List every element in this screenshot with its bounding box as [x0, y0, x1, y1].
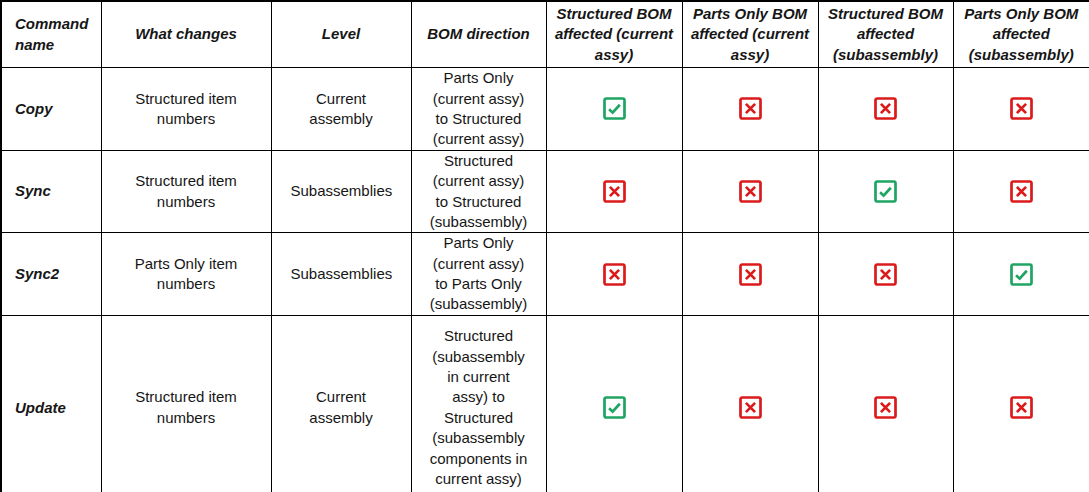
status-structured-subassembly [818, 68, 953, 151]
crossed-box-icon [602, 262, 627, 287]
checked-box-icon [602, 395, 627, 420]
bom-direction: Structured (current assy) to Structured … [411, 150, 546, 233]
level: Subassemblies [271, 150, 411, 233]
status-parts-only-subassembly [953, 233, 1089, 316]
status-structured-subassembly [818, 233, 953, 316]
header-parts-only-bom-subassembly: Parts Only BOM affected (subassembly) [953, 1, 1089, 68]
status-structured-current-assy [546, 315, 682, 492]
table-row-sync2: Sync2 Parts Only item numbers Subassembl… [1, 233, 1089, 316]
header-structured-bom-current-assy: Structured BOM affected (current assy) [546, 1, 682, 68]
status-parts-only-subassembly [953, 68, 1089, 151]
status-structured-current-assy [546, 68, 682, 151]
status-parts-only-current-assy [682, 150, 818, 233]
level: Current assembly [271, 68, 411, 151]
table-row-update: Update Structured item numbers Current a… [1, 315, 1089, 492]
crossed-box-icon [1009, 179, 1034, 204]
status-parts-only-current-assy [682, 315, 818, 492]
status-structured-subassembly [818, 150, 953, 233]
checked-box-icon [602, 96, 627, 121]
crossed-box-icon [873, 96, 898, 121]
crossed-box-icon [1009, 395, 1034, 420]
command-name: Copy [1, 68, 101, 151]
header-command-name: Command name [1, 1, 101, 68]
checked-box-icon [1009, 262, 1034, 287]
crossed-box-icon [738, 179, 763, 204]
what-changes: Parts Only item numbers [101, 233, 271, 316]
crossed-box-icon [738, 96, 763, 121]
header-what-changes: What changes [101, 1, 271, 68]
command-name: Update [1, 315, 101, 492]
status-parts-only-current-assy [682, 233, 818, 316]
status-parts-only-current-assy [682, 68, 818, 151]
bom-direction: Structured (subassembly in current assy)… [411, 315, 546, 492]
status-parts-only-subassembly [953, 315, 1089, 492]
status-structured-current-assy [546, 233, 682, 316]
table-row-copy: Copy Structured item numbers Current ass… [1, 68, 1089, 151]
command-name: Sync2 [1, 233, 101, 316]
checked-box-icon [873, 179, 898, 204]
crossed-box-icon [738, 262, 763, 287]
crossed-box-icon [1009, 96, 1034, 121]
level: Current assembly [271, 315, 411, 492]
what-changes: Structured item numbers [101, 68, 271, 151]
level: Subassemblies [271, 233, 411, 316]
status-parts-only-subassembly [953, 150, 1089, 233]
command-name: Sync [1, 150, 101, 233]
bom-commands-table: Command name What changes Level BOM dire… [0, 0, 1089, 492]
header-bom-direction: BOM direction [411, 1, 546, 68]
header-parts-only-bom-current-assy: Parts Only BOM affected (current assy) [682, 1, 818, 68]
header-row: Command name What changes Level BOM dire… [1, 1, 1089, 68]
header-level: Level [271, 1, 411, 68]
bom-direction: Parts Only (current assy) to Parts Only … [411, 233, 546, 316]
table-row-sync: Sync Structured item numbers Subassembli… [1, 150, 1089, 233]
crossed-box-icon [873, 395, 898, 420]
bom-direction: Parts Only (current assy) to Structured … [411, 68, 546, 151]
status-structured-subassembly [818, 315, 953, 492]
header-structured-bom-subassembly: Structured BOM affected (subassembly) [818, 1, 953, 68]
what-changes: Structured item numbers [101, 150, 271, 233]
crossed-box-icon [602, 179, 627, 204]
crossed-box-icon [873, 262, 898, 287]
crossed-box-icon [738, 395, 763, 420]
bom-commands-table-container: Command name What changes Level BOM dire… [0, 0, 1089, 492]
what-changes: Structured item numbers [101, 315, 271, 492]
status-structured-current-assy [546, 150, 682, 233]
